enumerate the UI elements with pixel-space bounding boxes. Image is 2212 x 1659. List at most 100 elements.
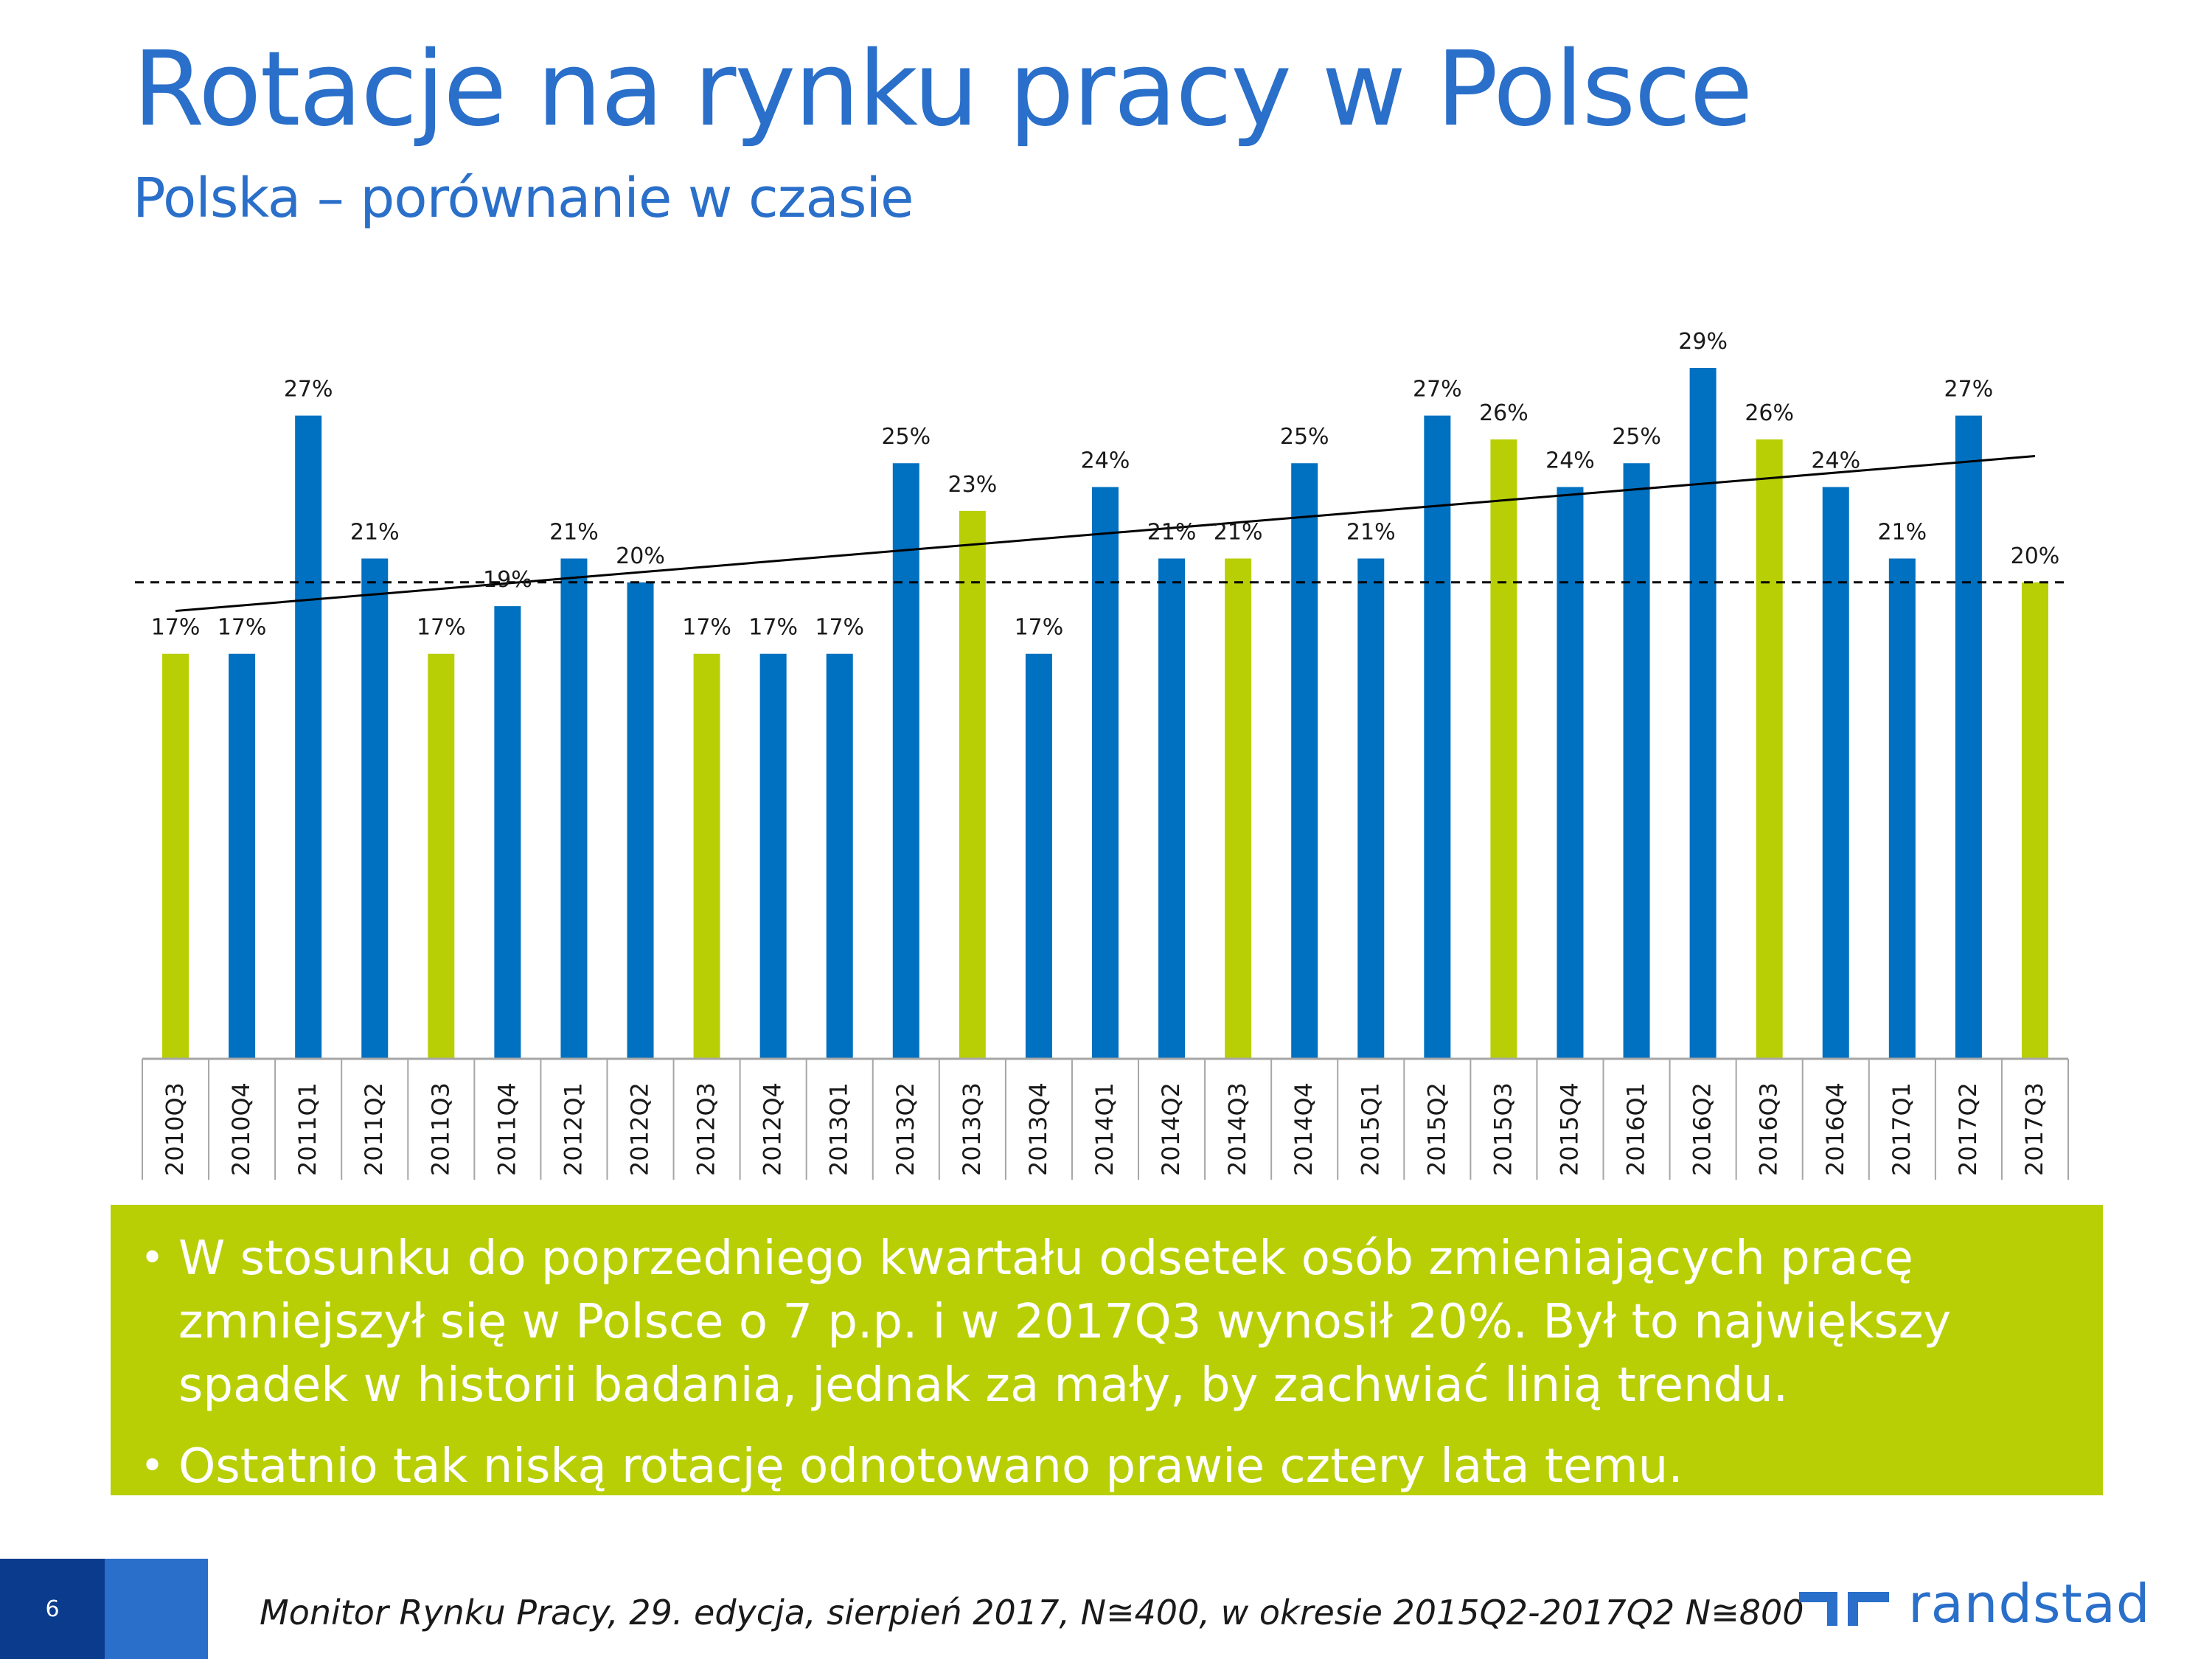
bar-2013Q1 <box>826 653 853 1059</box>
logo-text: randstad <box>1908 1573 2151 1635</box>
source-note: Monitor Rynku Pracy, 29. edycja, sierpie… <box>260 1593 1804 1632</box>
summary-text-2: Ostatnio tak niską rotację odnotowano pr… <box>178 1439 1683 1494</box>
bar-2011Q1 <box>295 415 322 1059</box>
bar-2013Q3 <box>959 510 986 1059</box>
bar-chart: 17% 17% 27% 21% 17% 19% 21% 20% 17% 17% 17% 25% 23% 1… <box>135 329 2069 1180</box>
randstad-logo: randstad <box>1799 1571 2151 1637</box>
data-label-2017Q3: 20% <box>2011 543 2060 569</box>
x-tick-label-2015Q1: 2015Q1 <box>1356 1082 1384 1176</box>
data-label-2011Q3: 17% <box>417 615 466 641</box>
x-tick-label-2017Q2: 2017Q2 <box>1954 1082 1982 1176</box>
summary-text-1: W stosunku do poprzedniego kwartału odse… <box>178 1231 1952 1413</box>
bar-2016Q4 <box>1822 487 1849 1059</box>
x-tick-label-2012Q4: 2012Q4 <box>759 1082 787 1176</box>
data-label-2012Q3: 17% <box>682 615 731 641</box>
x-tick-label-2012Q1: 2012Q1 <box>559 1082 587 1176</box>
bar-2017Q3 <box>2021 582 2048 1059</box>
trend-line <box>175 455 2036 613</box>
x-tick-label-2017Q1: 2017Q1 <box>1888 1082 1916 1176</box>
bar-2012Q1 <box>560 558 588 1059</box>
bar-2016Q1 <box>1623 463 1650 1059</box>
page-number-accent <box>105 1559 208 1659</box>
data-label-2015Q2: 27% <box>1413 377 1462 403</box>
x-tick-label-2016Q2: 2016Q2 <box>1688 1082 1717 1176</box>
x-tick-label-2015Q2: 2015Q2 <box>1422 1082 1450 1176</box>
bar-2011Q3 <box>428 653 455 1059</box>
data-label-2012Q4: 17% <box>748 615 798 641</box>
bar-2011Q2 <box>361 558 389 1059</box>
x-tick-label-2013Q2: 2013Q2 <box>891 1082 919 1176</box>
summary-bullet-1: • W stosunku do poprzedniego kwartału od… <box>140 1227 2073 1417</box>
x-tick-label-2014Q3: 2014Q3 <box>1223 1082 1251 1176</box>
page-title: Rotacje na rynku pracy w Polsce <box>133 29 1753 150</box>
x-tick-label-2013Q3: 2013Q3 <box>958 1082 986 1176</box>
bar-2011Q4 <box>494 606 521 1059</box>
data-label-2016Q4: 24% <box>1811 448 1860 474</box>
page-subtitle: Polska – porównanie w czasie <box>133 167 914 230</box>
bar-2014Q2 <box>1158 558 1186 1059</box>
data-label-2014Q2: 21% <box>1147 519 1197 545</box>
x-tick-label-2011Q1: 2011Q1 <box>293 1082 321 1176</box>
x-tick-label-2015Q4: 2015Q4 <box>1555 1082 1583 1176</box>
bar-2014Q3 <box>1225 558 1252 1059</box>
x-tick-label-2014Q4: 2014Q4 <box>1290 1082 1318 1176</box>
bar-2010Q3 <box>162 653 189 1059</box>
x-tick-label-2016Q3: 2016Q3 <box>1755 1082 1783 1176</box>
data-label-2016Q1: 25% <box>1612 424 1661 450</box>
bar-2016Q3 <box>1756 439 1783 1059</box>
data-label-2010Q3: 17% <box>151 615 201 641</box>
data-label-2012Q1: 21% <box>549 519 599 545</box>
bullet-dot: • <box>140 1234 165 1282</box>
data-label-2010Q4: 17% <box>218 615 267 641</box>
data-label-2015Q4: 24% <box>1545 448 1595 474</box>
data-label-2015Q3: 26% <box>1479 400 1528 426</box>
bar-2017Q2 <box>1955 415 1982 1059</box>
x-tick-label-2011Q3: 2011Q3 <box>426 1082 454 1176</box>
data-label-2017Q2: 27% <box>1944 377 1994 403</box>
page-number: 6 <box>0 1559 105 1659</box>
data-label-2014Q4: 25% <box>1280 424 1329 450</box>
x-tick-label-2010Q4: 2010Q4 <box>227 1082 255 1176</box>
bar-2014Q4 <box>1291 463 1318 1059</box>
data-label-2013Q2: 25% <box>881 424 931 450</box>
data-label-2011Q4: 19% <box>483 567 532 593</box>
x-tick-label-2013Q1: 2013Q1 <box>825 1082 853 1176</box>
bullet-dot: • <box>140 1442 165 1490</box>
data-label-2013Q3: 23% <box>948 472 998 498</box>
bar-2016Q2 <box>1689 368 1717 1059</box>
bar-2010Q4 <box>229 653 256 1059</box>
x-tick-label-2012Q3: 2012Q3 <box>692 1082 720 1176</box>
x-tick-label-2016Q1: 2016Q1 <box>1622 1082 1650 1176</box>
data-label-2012Q2: 20% <box>616 543 665 569</box>
x-tick-label-2011Q4: 2011Q4 <box>493 1082 521 1176</box>
bar-2015Q4 <box>1557 487 1584 1059</box>
bar-2012Q4 <box>759 653 787 1059</box>
x-tick-label-2014Q2: 2014Q2 <box>1157 1082 1185 1176</box>
x-tick-label-2010Q3: 2010Q3 <box>161 1082 189 1176</box>
data-label-2014Q1: 24% <box>1081 448 1130 474</box>
data-label-2011Q2: 21% <box>350 519 400 545</box>
x-tick-label-2016Q4: 2016Q4 <box>1821 1082 1849 1176</box>
randstad-logo-icon <box>1799 1592 1889 1626</box>
data-label-2014Q3: 21% <box>1214 519 1263 545</box>
x-tick-label-2011Q2: 2011Q2 <box>360 1082 388 1176</box>
x-tick-label-2012Q2: 2012Q2 <box>626 1082 654 1176</box>
data-label-2015Q1: 21% <box>1346 519 1396 545</box>
data-label-2016Q3: 26% <box>1745 400 1794 426</box>
bar-2014Q1 <box>1092 487 1119 1059</box>
x-tick-label-2015Q3: 2015Q3 <box>1489 1082 1517 1176</box>
data-label-2013Q4: 17% <box>1015 615 1064 641</box>
data-label-2016Q2: 29% <box>1678 329 1728 355</box>
x-tick-label-2017Q3: 2017Q3 <box>2020 1082 2048 1176</box>
summary-box: • W stosunku do poprzedniego kwartału od… <box>111 1205 2103 1495</box>
bar-2013Q4 <box>1025 653 1052 1059</box>
x-tick-label-2014Q1: 2014Q1 <box>1091 1082 1119 1176</box>
x-tick-label-2013Q4: 2013Q4 <box>1024 1082 1052 1176</box>
bar-2012Q3 <box>693 653 720 1059</box>
bar-2017Q1 <box>1888 558 1916 1059</box>
bar-2013Q2 <box>892 463 919 1059</box>
data-label-2011Q1: 27% <box>284 377 333 403</box>
bar-2015Q2 <box>1424 415 1451 1059</box>
summary-bullet-2: • Ostatnio tak niską rotację odnotowano … <box>140 1435 2073 1498</box>
data-label-2013Q1: 17% <box>815 615 864 641</box>
